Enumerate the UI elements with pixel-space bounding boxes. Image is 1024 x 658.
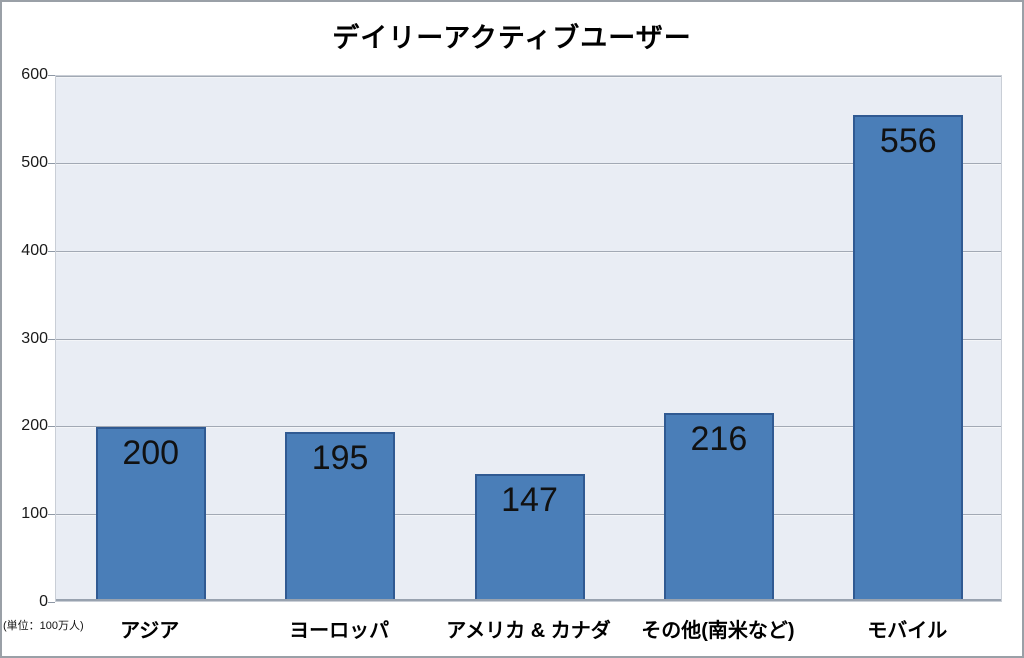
gridline-300 (56, 338, 1001, 341)
bar-4: 556 (853, 114, 964, 601)
plot-area: 200 195 147 216 556 (55, 75, 1002, 602)
x-category-label-2: アメリカ & カナダ (446, 620, 611, 642)
y-tick-label-100: 100 (21, 505, 48, 523)
y-tick-label-200: 200 (21, 417, 48, 435)
gridline-200 (56, 426, 1001, 429)
y-tick-mark (48, 426, 55, 428)
bar-3: 216 (663, 413, 774, 601)
y-tick-mark (48, 250, 55, 252)
y-tick-mark (48, 338, 55, 340)
gridline-500 (56, 162, 1001, 165)
bar-2: 147 (474, 473, 585, 601)
bar-1: 195 (285, 431, 396, 601)
y-tick-label-600: 600 (21, 66, 48, 83)
y-tick-mark (48, 514, 55, 516)
x-category-label-0: アジア (120, 620, 180, 642)
unit-note-label: (単位：100万人) (3, 620, 84, 632)
y-tick-label-400: 400 (21, 241, 48, 259)
bar-value-label: 556 (879, 121, 937, 160)
bar-value-label: 216 (690, 420, 748, 459)
chart-title: デイリーアクティブユーザー (332, 23, 692, 53)
x-category-label-1: ヨーロッパ (289, 620, 390, 642)
y-tick-mark (48, 162, 55, 164)
x-axis-line (56, 599, 1001, 601)
y-tick-label-500: 500 (21, 153, 48, 171)
y-tick-label-300: 300 (21, 329, 48, 347)
x-category-label-3: その他(南米など) (641, 620, 795, 642)
y-tick-mark (48, 602, 55, 603)
bar-0: 200 (95, 427, 206, 601)
bar-value-label: 147 (501, 480, 558, 519)
bar-value-label: 200 (122, 434, 180, 473)
gridline-600 (56, 76, 1001, 78)
bar-value-label: 195 (311, 438, 369, 477)
gridline-400 (56, 250, 1001, 253)
x-category-label-4: モバイル (867, 620, 948, 642)
y-tick-label-0: 0 (39, 593, 48, 610)
y-tick-mark (48, 75, 55, 76)
